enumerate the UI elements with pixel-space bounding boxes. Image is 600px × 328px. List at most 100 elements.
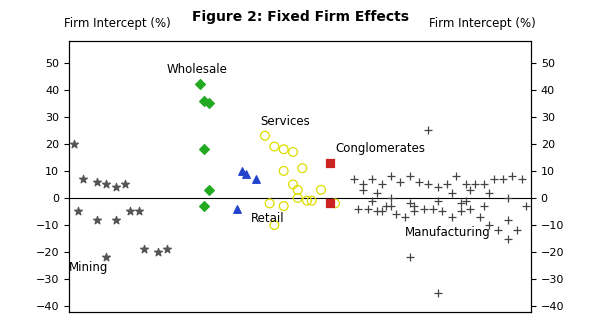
Point <box>461 182 470 187</box>
Point <box>251 176 260 182</box>
Point <box>307 198 316 203</box>
Text: Firm Intercept (%): Firm Intercept (%) <box>64 17 171 30</box>
Point <box>386 174 396 179</box>
Point <box>368 176 377 182</box>
Point <box>326 160 335 165</box>
Point <box>456 201 466 206</box>
Point <box>508 174 517 179</box>
Point <box>484 190 494 195</box>
Point <box>372 209 382 214</box>
Text: Services: Services <box>260 115 310 128</box>
Point <box>479 182 489 187</box>
Point <box>414 179 424 184</box>
Point <box>405 201 415 206</box>
Point <box>503 195 512 201</box>
Point <box>419 206 428 212</box>
Point <box>204 101 214 106</box>
Point <box>78 176 88 182</box>
Point <box>452 174 461 179</box>
Point <box>302 198 312 203</box>
Point <box>363 206 373 212</box>
Point <box>424 128 433 133</box>
Point <box>517 176 526 182</box>
Point <box>349 176 358 182</box>
Point <box>298 166 307 171</box>
Text: Firm Intercept (%): Firm Intercept (%) <box>429 17 536 30</box>
Point <box>92 217 102 222</box>
Text: Manufacturing: Manufacturing <box>405 226 491 239</box>
Point <box>125 209 134 214</box>
Point <box>386 203 396 209</box>
Point <box>269 144 279 149</box>
Point <box>279 168 289 174</box>
Point <box>377 209 386 214</box>
Point <box>503 217 512 222</box>
Point <box>101 182 111 187</box>
Point <box>200 147 209 152</box>
Point <box>447 214 457 219</box>
Point <box>437 209 447 214</box>
Point <box>293 187 302 193</box>
Point <box>498 176 508 182</box>
Text: Mining: Mining <box>69 261 109 274</box>
Text: Conglomerates: Conglomerates <box>335 142 425 155</box>
Point <box>288 149 298 154</box>
Point <box>424 182 433 187</box>
Point <box>400 214 410 219</box>
Point <box>330 201 340 206</box>
Point <box>466 206 475 212</box>
Point <box>479 203 489 209</box>
Point <box>358 182 368 187</box>
Point <box>260 133 270 138</box>
Point <box>382 203 391 209</box>
Point <box>353 206 363 212</box>
Point <box>494 228 503 233</box>
Point <box>204 187 214 193</box>
Point <box>101 255 111 260</box>
Point <box>111 217 121 222</box>
Point <box>512 228 522 233</box>
Text: Retail: Retail <box>251 212 284 225</box>
Point <box>489 176 499 182</box>
Point <box>237 168 247 174</box>
Point <box>153 249 163 255</box>
Point <box>428 206 438 212</box>
Point <box>162 247 172 252</box>
Point <box>232 206 242 212</box>
Point <box>358 187 368 193</box>
Point <box>433 290 442 295</box>
Point <box>466 187 475 193</box>
Point <box>386 195 396 201</box>
Point <box>470 182 480 187</box>
Point <box>139 247 148 252</box>
Point <box>120 182 130 187</box>
Point <box>461 198 470 203</box>
Text: Figure 2: Fixed Firm Effects: Figure 2: Fixed Firm Effects <box>191 10 409 24</box>
Point <box>433 198 442 203</box>
Point <box>484 222 494 228</box>
Point <box>368 198 377 203</box>
Point <box>405 255 415 260</box>
Point <box>475 214 484 219</box>
Point <box>265 201 274 206</box>
Point <box>293 195 302 201</box>
Point <box>372 190 382 195</box>
Point <box>200 98 209 103</box>
Point <box>326 201 335 206</box>
Point <box>503 236 512 241</box>
Point <box>69 141 79 147</box>
Point <box>111 184 121 190</box>
Point <box>200 203 209 209</box>
Point <box>410 209 419 214</box>
Point <box>521 203 531 209</box>
Point <box>391 212 400 217</box>
Point <box>433 184 442 190</box>
Point <box>442 182 452 187</box>
Point <box>242 171 251 176</box>
Point <box>279 147 289 152</box>
Point <box>279 203 289 209</box>
Point <box>288 182 298 187</box>
Point <box>410 203 419 209</box>
Text: Wholesale: Wholesale <box>167 64 228 76</box>
Point <box>395 179 405 184</box>
